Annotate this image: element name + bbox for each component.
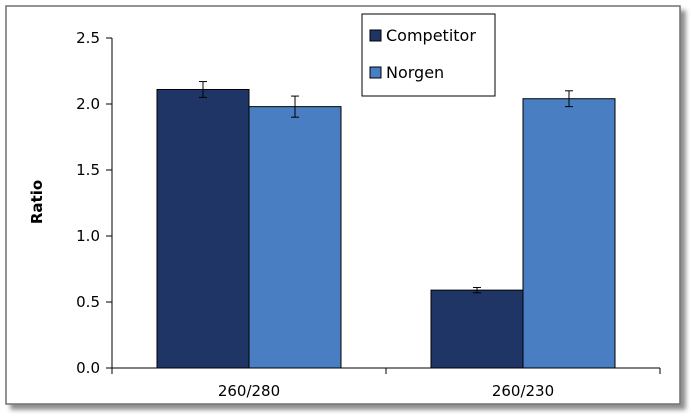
x-tick-label: 260/230 <box>492 382 554 400</box>
bar-norgen-2 <box>522 98 616 369</box>
y-tick-label: 2.5 <box>76 29 100 47</box>
legend: Competitor Norgen <box>361 13 496 97</box>
legend-box <box>361 13 496 97</box>
y-axis-title: Ratio <box>28 180 46 224</box>
legend-label-competitor: Competitor <box>386 26 476 45</box>
y-tick-label: 0.0 <box>76 359 100 377</box>
y-tick-label: 1.0 <box>76 227 100 245</box>
bar-competitor-1 <box>156 88 250 369</box>
x-tick-label: 260/280 <box>218 382 280 400</box>
y-tick-label: 1.5 <box>76 161 100 179</box>
y-tick-label: 2.0 <box>76 95 100 113</box>
bar-competitor-2 <box>430 289 524 369</box>
legend-swatch-norgen <box>369 66 382 79</box>
y-tick-label: 0.5 <box>76 293 100 311</box>
legend-label-norgen: Norgen <box>386 63 444 82</box>
bar-norgen-1 <box>248 106 342 369</box>
legend-swatch-competitor <box>369 29 382 42</box>
error-bars <box>199 81 573 294</box>
bars <box>156 88 616 369</box>
